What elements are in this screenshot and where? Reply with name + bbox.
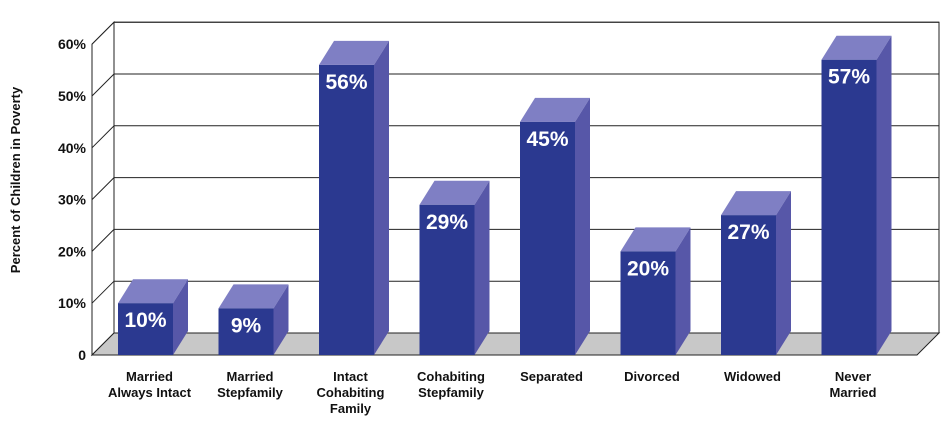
category-label: Separated bbox=[520, 369, 583, 384]
data-label: 9% bbox=[231, 314, 262, 337]
data-label: 10% bbox=[124, 309, 166, 332]
gridline-side-20 bbox=[91, 229, 115, 252]
category-label-line: Cohabiting bbox=[317, 385, 385, 400]
bar: 57% bbox=[821, 35, 892, 356]
bar: 20% bbox=[620, 227, 691, 355]
category-label-line: Widowed bbox=[724, 369, 781, 384]
category-label: Cohabiting Stepfamily bbox=[417, 369, 485, 400]
bar-front-face bbox=[319, 64, 374, 356]
bar-side-face bbox=[575, 97, 590, 356]
bar-top-face bbox=[620, 227, 691, 252]
bars: 10% 9% 56% 29% 45% 20% 27% 57% bbox=[118, 35, 892, 356]
category-label: Never Married bbox=[830, 369, 877, 400]
gridline-side-30 bbox=[91, 177, 115, 200]
bar-side-face bbox=[776, 191, 791, 355]
category-label-line: Divorced bbox=[624, 369, 680, 384]
gridline-side-40 bbox=[91, 125, 115, 149]
category-label-line: Never bbox=[835, 369, 871, 384]
bar-top-face bbox=[118, 279, 188, 304]
y-tick-label: 20% bbox=[58, 243, 87, 259]
category-label-line: Separated bbox=[520, 369, 583, 384]
bar-top-face bbox=[419, 180, 490, 205]
bar-front-face bbox=[721, 215, 776, 355]
category-label-line: Always Intact bbox=[108, 385, 192, 400]
y-tick-label: 40% bbox=[58, 140, 87, 156]
chart-back-wall bbox=[91, 20, 940, 357]
bar: 56% bbox=[319, 40, 389, 356]
bar-side-face bbox=[374, 40, 389, 356]
y-tick-label: 0 bbox=[78, 347, 86, 363]
category-label-line: Family bbox=[330, 401, 372, 416]
bar-side-face bbox=[474, 180, 490, 355]
bar-front-face bbox=[821, 59, 877, 356]
category-label-line: Stepfamily bbox=[217, 385, 284, 400]
gridline-side-60 bbox=[91, 21, 115, 45]
bar-top-face bbox=[721, 191, 791, 216]
bar-top-face bbox=[319, 40, 389, 65]
bar-side-face bbox=[876, 35, 892, 356]
bar-front-face bbox=[218, 308, 274, 355]
category-label: Married Stepfamily bbox=[217, 369, 284, 400]
y-tick-label: 30% bbox=[58, 192, 87, 208]
bar-front-face bbox=[620, 251, 676, 355]
bar-front-face bbox=[419, 204, 475, 355]
data-label: 27% bbox=[727, 221, 769, 244]
category-label-line: Married bbox=[227, 369, 274, 384]
bar-top-face bbox=[218, 284, 289, 309]
y-tick-label: 10% bbox=[58, 295, 87, 311]
gridline-side-50 bbox=[91, 73, 115, 97]
category-label: Divorced bbox=[624, 369, 680, 384]
y-tick-label: 50% bbox=[58, 88, 87, 104]
category-label: Intact Cohabiting Family bbox=[317, 369, 385, 416]
bar-top-face bbox=[821, 35, 892, 60]
data-label: 29% bbox=[426, 211, 468, 234]
bar-front-face bbox=[520, 121, 575, 356]
bar-side-face bbox=[173, 279, 188, 355]
bar-top-face bbox=[520, 97, 590, 122]
data-label: 57% bbox=[828, 66, 870, 89]
bar: 29% bbox=[419, 180, 490, 355]
y-axis-label: Percent of Children in Poverty bbox=[8, 86, 23, 273]
bar: 10% bbox=[118, 279, 188, 355]
data-label: 56% bbox=[325, 71, 367, 94]
category-label: Widowed bbox=[724, 369, 781, 384]
category-label: Married Always Intact bbox=[108, 369, 192, 400]
data-label: 20% bbox=[627, 257, 669, 280]
category-label-line: Married bbox=[126, 369, 173, 384]
data-label: 45% bbox=[526, 128, 568, 151]
category-label-line: Married bbox=[830, 385, 877, 400]
bar-front-face bbox=[118, 303, 173, 355]
bar-side-face bbox=[675, 227, 691, 355]
category-label-line: Cohabiting bbox=[417, 369, 485, 384]
category-label-line: Stepfamily bbox=[418, 385, 485, 400]
y-tick-labels: 0 10% 20% 30% 40% 50% 60% bbox=[58, 36, 87, 363]
bar: 45% bbox=[520, 97, 590, 356]
y-tick-label: 60% bbox=[58, 36, 87, 52]
bar: 27% bbox=[721, 191, 791, 355]
category-label-line: Intact bbox=[333, 369, 368, 384]
bar: 9% bbox=[218, 284, 289, 355]
gridline-side-10 bbox=[91, 280, 115, 304]
bar-side-face bbox=[273, 284, 289, 355]
